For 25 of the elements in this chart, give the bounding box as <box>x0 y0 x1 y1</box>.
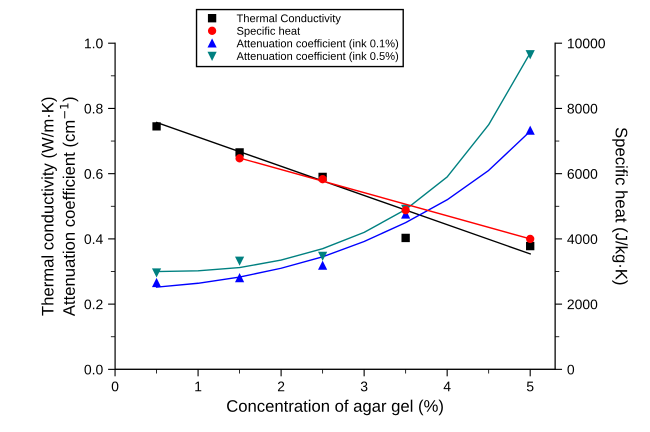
legend-label: Attenuation coefficient (ink 0.1%) <box>236 39 398 50</box>
x-tick-label: 1 <box>195 382 202 392</box>
x-tick-label: 3 <box>360 382 368 392</box>
y2-axis-title: Specific heat (J/kg·K) <box>612 128 628 284</box>
x-tick-label: 0 <box>112 382 118 392</box>
y-tick-label: 0.4 <box>84 234 103 244</box>
y-tick-label: 0.6 <box>84 169 103 179</box>
legend-label: Attenuation coefficient (ink 0.5%) <box>236 52 398 62</box>
x-tick-label: 2 <box>278 382 284 392</box>
y-tick-label: 0.0 <box>84 364 103 375</box>
x-tick-label: 4 <box>444 382 451 392</box>
y2-tick-label: 2000 <box>568 299 598 310</box>
y-tick-label: 0.8 <box>84 104 103 114</box>
y2-tick-label: 0 <box>567 364 574 375</box>
legend-label: Specific heat <box>237 26 300 37</box>
y-axis-title: Thermal conductivity (W/m·K) Attenuation coefficient (cm$^{−1}$) <box>41 97 78 316</box>
x-axis-title: Concentration of agar gel (%) <box>227 400 443 416</box>
x-tick-label: 5 <box>526 382 534 392</box>
y2-tick-label: 6000 <box>568 169 598 179</box>
y-tick-label: 0.2 <box>84 299 103 310</box>
y-tick-label: 1.0 <box>85 38 103 48</box>
y2-tick-label: 8000 <box>568 104 598 114</box>
y2-tick-label: 4000 <box>567 234 598 244</box>
legend-label: Thermal Conductivity <box>236 14 341 24</box>
y2-tick-label: 10000 <box>568 38 605 48</box>
